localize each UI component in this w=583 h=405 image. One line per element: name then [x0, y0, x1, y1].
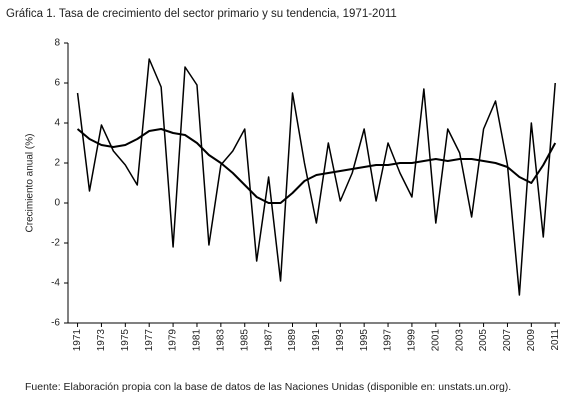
x-tick-label: 1971 — [72, 329, 83, 352]
y-tick-label: 8 — [54, 38, 60, 49]
x-tick-label: 1983 — [215, 329, 226, 352]
x-tick-label: 1989 — [287, 329, 298, 352]
line-series — [76, 128, 557, 204]
x-tick-label: 2003 — [454, 329, 465, 352]
x-tick-label: 2009 — [526, 329, 537, 352]
y-axis-label: Crecimiento anual (%) — [25, 134, 36, 233]
y-tick-label: -2 — [51, 238, 60, 249]
x-tick-label: 2007 — [502, 329, 513, 352]
y-tick-label: 0 — [54, 198, 60, 209]
y-tick-label: 6 — [54, 78, 60, 89]
y-tick-label: 4 — [54, 118, 60, 129]
y-tick-label: -6 — [51, 318, 60, 329]
x-tick-label: 1979 — [168, 329, 179, 352]
x-tick-label: 1985 — [239, 329, 250, 352]
x-tick-label: 1987 — [263, 329, 274, 352]
x-tick-label: 1981 — [192, 329, 203, 352]
x-tick-label: 1995 — [359, 329, 370, 352]
x-tick-label: 2005 — [478, 329, 489, 352]
x-tick-label: 2001 — [430, 329, 441, 352]
x-tick-label: 2011 — [550, 329, 561, 351]
x-tick-label: 1997 — [383, 329, 394, 352]
line-series — [76, 58, 556, 296]
chart-title: Gráfica 1. Tasa de crecimiento del secto… — [6, 8, 397, 20]
x-tick-label: 1993 — [335, 329, 346, 352]
x-tick-label: 1977 — [144, 329, 155, 352]
x-tick-label: 1975 — [120, 329, 131, 352]
x-tick-label: 1999 — [407, 329, 418, 352]
y-tick-label: -4 — [51, 278, 60, 289]
source-note: Fuente: Elaboración propia con la base d… — [25, 381, 511, 393]
x-tick-label: 1991 — [311, 329, 322, 352]
y-tick-label: 2 — [54, 158, 60, 169]
x-tick-label: 1973 — [96, 329, 107, 352]
